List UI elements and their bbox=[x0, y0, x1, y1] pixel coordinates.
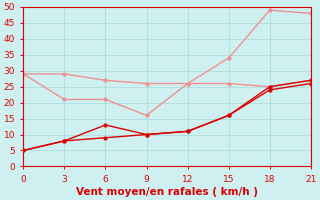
X-axis label: Vent moyen/en rafales ( km/h ): Vent moyen/en rafales ( km/h ) bbox=[76, 187, 258, 197]
